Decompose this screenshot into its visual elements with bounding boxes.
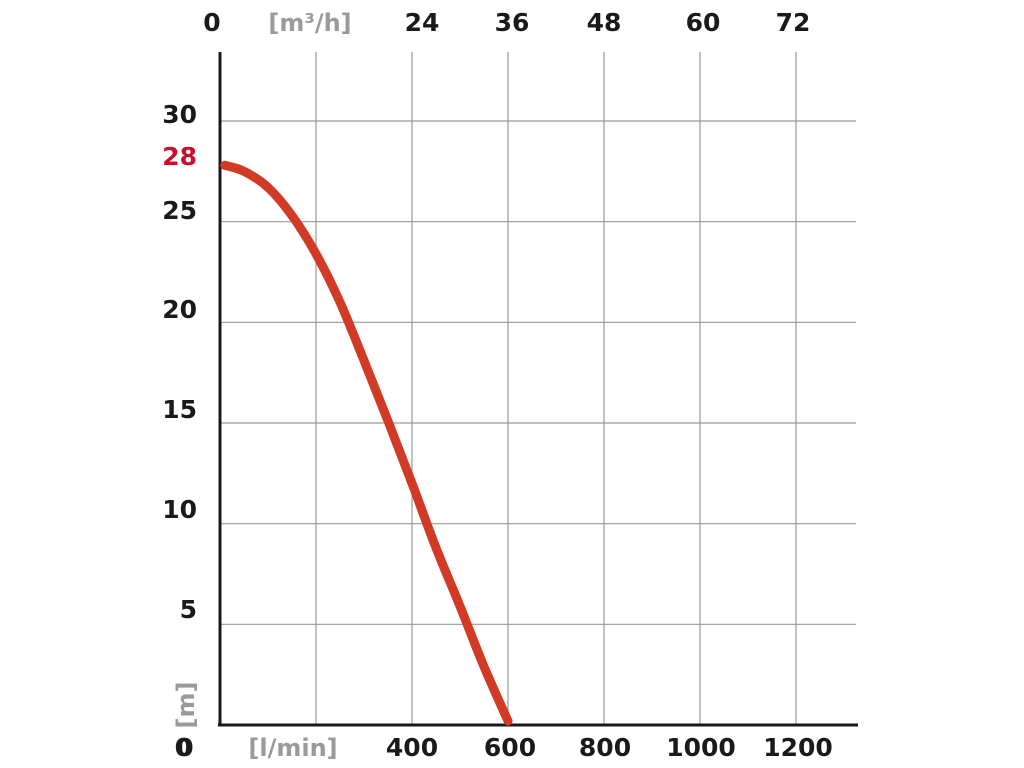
- x2-tick-label: 24: [405, 8, 440, 37]
- x2-tick-label: 72: [776, 8, 811, 37]
- x2-tick-label: 60: [686, 8, 721, 37]
- x-tick-label: 1200: [763, 733, 833, 762]
- x-axis-unit: [l/min]: [248, 734, 337, 762]
- x-tick-label: 800: [579, 733, 631, 762]
- x-tick-label: 0: [176, 733, 193, 762]
- y-tick-label: 15: [162, 395, 197, 424]
- y-tick-label: 10: [162, 495, 197, 524]
- x2-tick-label: 48: [587, 8, 622, 37]
- y-tick-label: 5: [180, 595, 197, 624]
- y-tick-label: 0: [175, 733, 192, 762]
- labels: 0 [l/min] 400 600 800 1000 1200 0 [m³/h]…: [162, 8, 833, 762]
- y-tick-label: 20: [162, 295, 197, 324]
- x-tick-label: 600: [484, 733, 536, 762]
- y-tick-label: 25: [162, 196, 197, 225]
- y-axis-unit: [m]: [172, 682, 200, 729]
- performance-curve: [220, 160, 513, 726]
- grid: [220, 52, 856, 725]
- x-tick-label: 1000: [666, 733, 736, 762]
- x2-tick-label: 0: [203, 8, 220, 37]
- y-highlight-label: 28: [162, 142, 197, 171]
- x-tick-label: 400: [386, 733, 438, 762]
- curve: [220, 160, 513, 726]
- x2-tick-label: 36: [495, 8, 530, 37]
- x2-axis-unit: [m³/h]: [268, 9, 351, 37]
- y-tick-label: 30: [162, 100, 197, 129]
- axes: [218, 52, 858, 727]
